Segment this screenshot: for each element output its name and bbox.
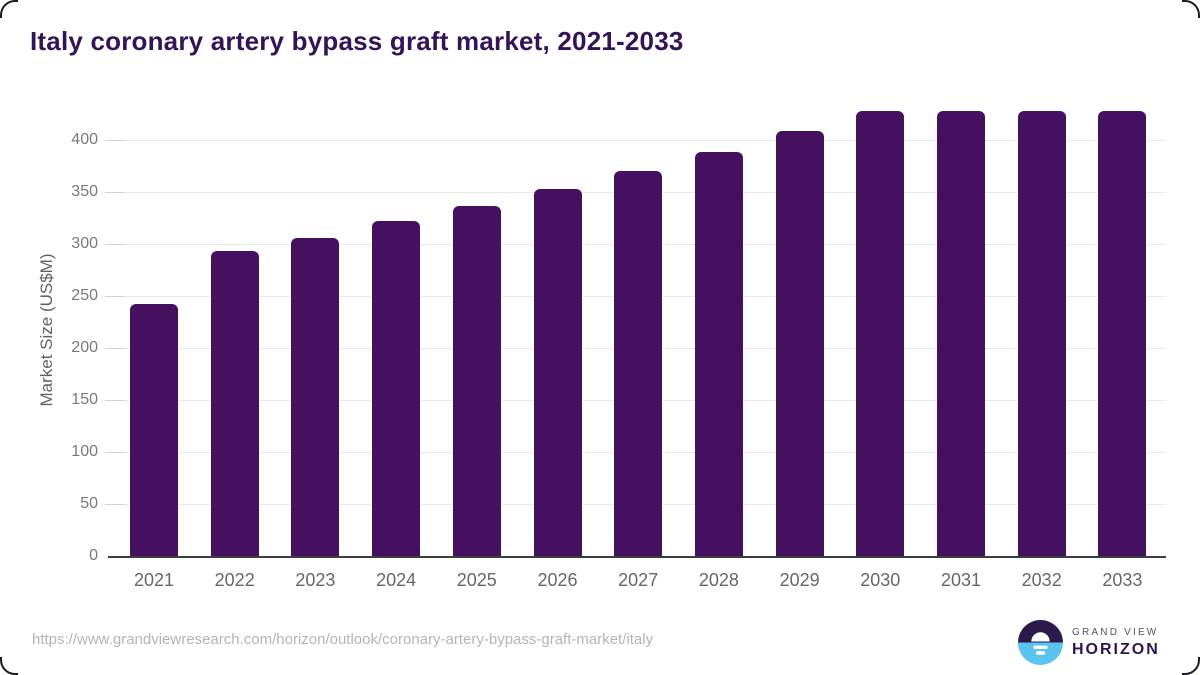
bar-2029 [775,130,824,556]
bar-2024 [372,221,421,556]
y-axis-title: Market Size (US$M) [37,253,56,407]
gridline-400 [110,140,1166,141]
x-tick-label-2024: 2024 [376,570,417,590]
x-tick-label-2022: 2022 [214,570,255,590]
y-tick-label-250: 250 [71,287,98,304]
x-tick-label-2028: 2028 [698,570,739,590]
y-tick-mark-50 [105,504,125,505]
x-tick-label-2026: 2026 [537,570,578,590]
source-url: https://www.grandviewresearch.com/horizo… [32,631,654,648]
x-tick-label-2030: 2030 [860,570,901,590]
y-tick-label-0: 0 [89,547,98,564]
x-tick-label-2023: 2023 [295,570,336,590]
x-tick-label-2031: 2031 [940,570,982,590]
y-tick-label-100: 100 [71,443,98,460]
rounded-corner [0,657,18,675]
bar-2032 [1017,110,1066,556]
x-tick-label-2033: 2033 [1102,570,1143,590]
bar-2022 [210,251,259,556]
bar-2031 [937,110,985,556]
logo-horizon-label: HORIZON [1072,640,1160,658]
logo-text: GRAND VIEW HORIZON [1072,627,1160,659]
x-tick-label-2027: 2027 [618,570,659,590]
rounded-corner [0,0,18,18]
horizon-sun-icon [1018,620,1063,665]
y-tick-mark-150 [105,400,125,401]
bar-2023 [291,237,340,556]
y-tick-mark-250 [105,296,125,297]
y-tick-label-200: 200 [71,339,98,356]
y-tick-mark-400 [105,140,125,141]
y-tick-label-300: 300 [71,235,98,252]
y-tick-mark-300 [105,244,125,245]
logo-grand-view-label: GRAND VIEW [1072,626,1159,638]
grandview-horizon-logo: GRAND VIEW HORIZON [1018,620,1160,665]
bar-2030 [856,110,905,556]
x-tick-label-2021: 2021 [133,570,175,590]
y-tick-label-400: 400 [71,131,98,148]
rounded-corner [1182,0,1200,18]
y-tick-label-50: 50 [80,495,98,512]
y-tick-mark-200 [105,348,125,349]
bar-2021 [130,304,178,556]
bar-2028 [694,152,743,556]
y-tick-label-350: 350 [71,183,98,200]
y-tick-mark-350 [105,192,125,193]
y-tick-mark-100 [105,452,125,453]
x-tick-label-2025: 2025 [456,570,497,590]
x-tick-label-2032: 2032 [1021,570,1062,590]
bar-2033 [1098,110,1147,556]
y-tick-label-150: 150 [71,391,98,408]
x-axis-line [108,556,1166,558]
x-tick-label-2029: 2029 [779,570,820,590]
bar-2027 [614,171,663,556]
page-title: Italy coronary artery bypass graft marke… [30,26,684,56]
bar-2026 [533,188,582,556]
rounded-corner [1182,657,1200,675]
bar-2025 [452,205,501,556]
